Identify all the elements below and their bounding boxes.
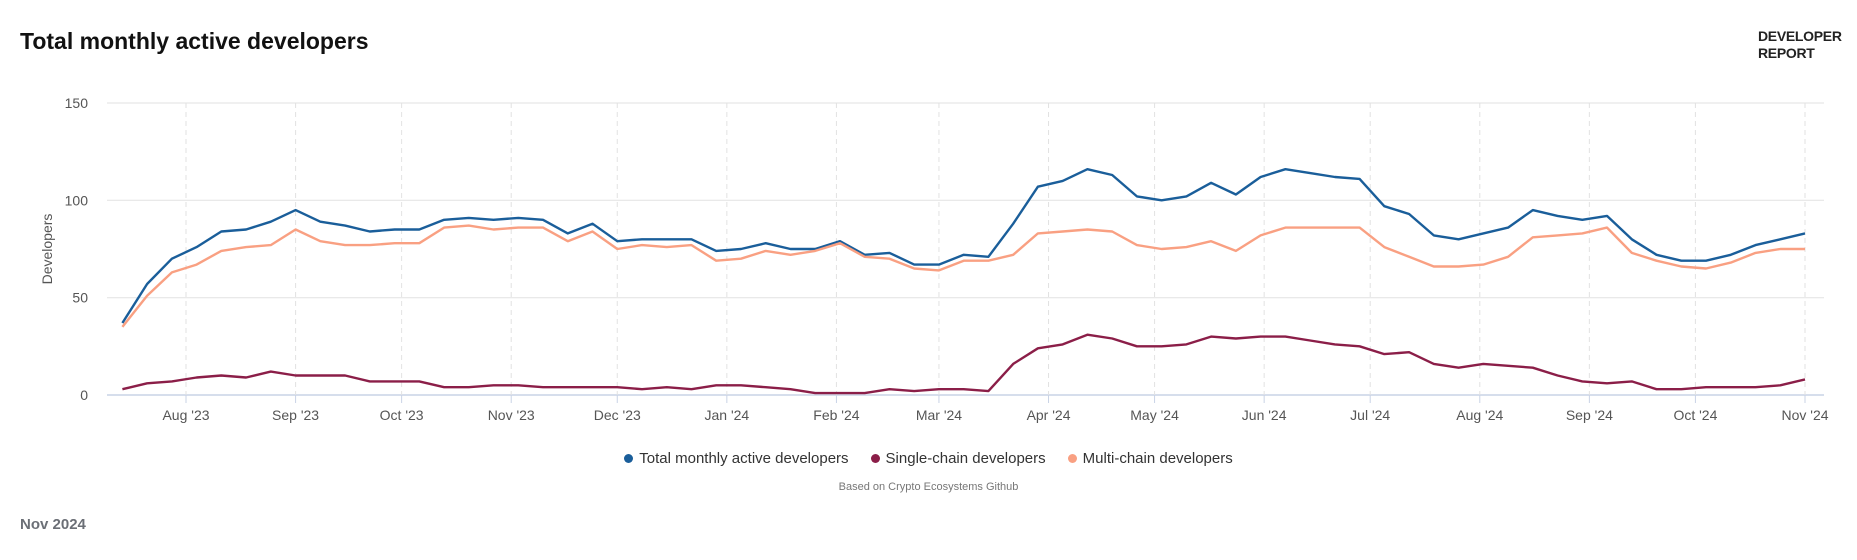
x-tick-label: Sep '23 <box>272 407 319 423</box>
y-tick-label: 150 <box>65 95 89 111</box>
x-tick-label: Dec '23 <box>594 407 641 423</box>
x-tick-label: Jul '24 <box>1350 407 1390 423</box>
x-tick-label: Jun '24 <box>1242 407 1287 423</box>
x-tick-label: May '24 <box>1130 407 1179 423</box>
brand-line-2: REPORT <box>1758 45 1815 61</box>
x-tick-label: Nov '24 <box>1781 407 1828 423</box>
brand-line-1: DEVELOPER <box>1758 28 1842 44</box>
y-tick-label: 100 <box>65 192 89 208</box>
series-multi-chain-line <box>121 224 1805 328</box>
series-total-line <box>121 167 1806 324</box>
brand-logo: DEVELOPER REPORT <box>1758 28 1842 62</box>
source-note: Based on Crypto Ecosystems Github <box>838 481 1019 493</box>
x-tick-label: Oct '23 <box>380 407 424 423</box>
legend-item-total[interactable]: Total monthly active developers <box>624 450 849 467</box>
legend-marker-icon <box>1067 454 1077 463</box>
legend-label: Single-chain developers <box>885 450 1046 467</box>
legend-item-single-chain[interactable]: Single-chain developers <box>870 450 1046 467</box>
legend-label: Total monthly active developers <box>639 450 849 467</box>
chart-title: Total monthly active developers <box>20 28 369 54</box>
legend-marker-icon <box>624 454 634 463</box>
legend-item-multi-chain[interactable]: Multi-chain developers <box>1067 450 1233 467</box>
y-axis-label: Developers <box>39 214 55 285</box>
series-single-chain-line <box>122 333 1806 395</box>
x-tick-label: Aug '24 <box>1456 407 1503 423</box>
axes: 0 50 100 150 Aug '23 Sep '23 Oct '23 Nov '23 Dec… <box>65 95 1829 423</box>
series-lines <box>121 167 1806 395</box>
x-tick-label: Mar '24 <box>916 407 962 423</box>
x-tick-label: Jan '24 <box>704 407 749 423</box>
x-tick-label: Nov '23 <box>488 407 535 423</box>
y-tick-label: 0 <box>80 387 88 403</box>
x-tick-label: Feb '24 <box>813 407 859 423</box>
legend-marker-icon <box>870 454 880 463</box>
x-tick-label: Sep '24 <box>1566 407 1613 423</box>
report-date: Nov 2024 <box>20 516 86 533</box>
legend: Total monthly active developers Single-c… <box>0 450 1857 467</box>
y-tick-label: 50 <box>72 290 88 306</box>
legend-label: Multi-chain developers <box>1082 450 1233 467</box>
x-tick-label: Oct '24 <box>1673 407 1717 423</box>
x-tick-label: Apr '24 <box>1027 407 1071 423</box>
x-tick-label: Aug '23 <box>162 407 209 423</box>
grid <box>107 102 1824 396</box>
